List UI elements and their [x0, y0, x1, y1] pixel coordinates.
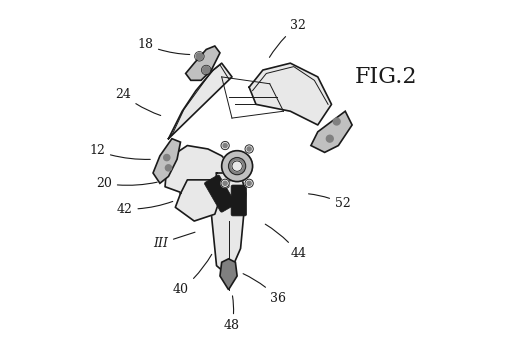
Circle shape [333, 118, 340, 125]
Polygon shape [175, 180, 222, 221]
Ellipse shape [228, 157, 246, 175]
Circle shape [247, 147, 251, 151]
Text: 48: 48 [224, 296, 240, 332]
FancyBboxPatch shape [204, 175, 236, 212]
Polygon shape [168, 63, 232, 139]
Polygon shape [311, 111, 352, 152]
Polygon shape [186, 46, 220, 80]
Polygon shape [153, 139, 181, 183]
Text: 52: 52 [309, 194, 351, 210]
Text: 24: 24 [115, 88, 161, 116]
Circle shape [221, 142, 229, 150]
Text: 32: 32 [269, 19, 306, 57]
Circle shape [203, 66, 210, 73]
Polygon shape [220, 259, 237, 290]
Circle shape [247, 181, 251, 185]
Polygon shape [249, 63, 331, 125]
Circle shape [221, 179, 229, 188]
Text: 40: 40 [173, 254, 212, 296]
Text: 36: 36 [243, 274, 286, 305]
Circle shape [164, 154, 170, 161]
Text: 20: 20 [96, 177, 157, 190]
Circle shape [165, 165, 172, 171]
FancyBboxPatch shape [231, 185, 247, 216]
Text: 42: 42 [117, 201, 173, 216]
Circle shape [223, 144, 227, 148]
Ellipse shape [232, 161, 242, 171]
Polygon shape [165, 146, 232, 200]
Circle shape [196, 53, 203, 60]
Circle shape [245, 179, 253, 188]
Ellipse shape [222, 151, 252, 182]
Text: 44: 44 [265, 224, 306, 260]
Circle shape [326, 135, 333, 142]
Text: FIG.2: FIG.2 [355, 66, 418, 88]
Text: III: III [153, 232, 195, 250]
Circle shape [223, 181, 227, 185]
Circle shape [245, 145, 253, 153]
Polygon shape [211, 173, 246, 276]
Text: 12: 12 [89, 144, 150, 160]
Text: 18: 18 [137, 38, 190, 55]
